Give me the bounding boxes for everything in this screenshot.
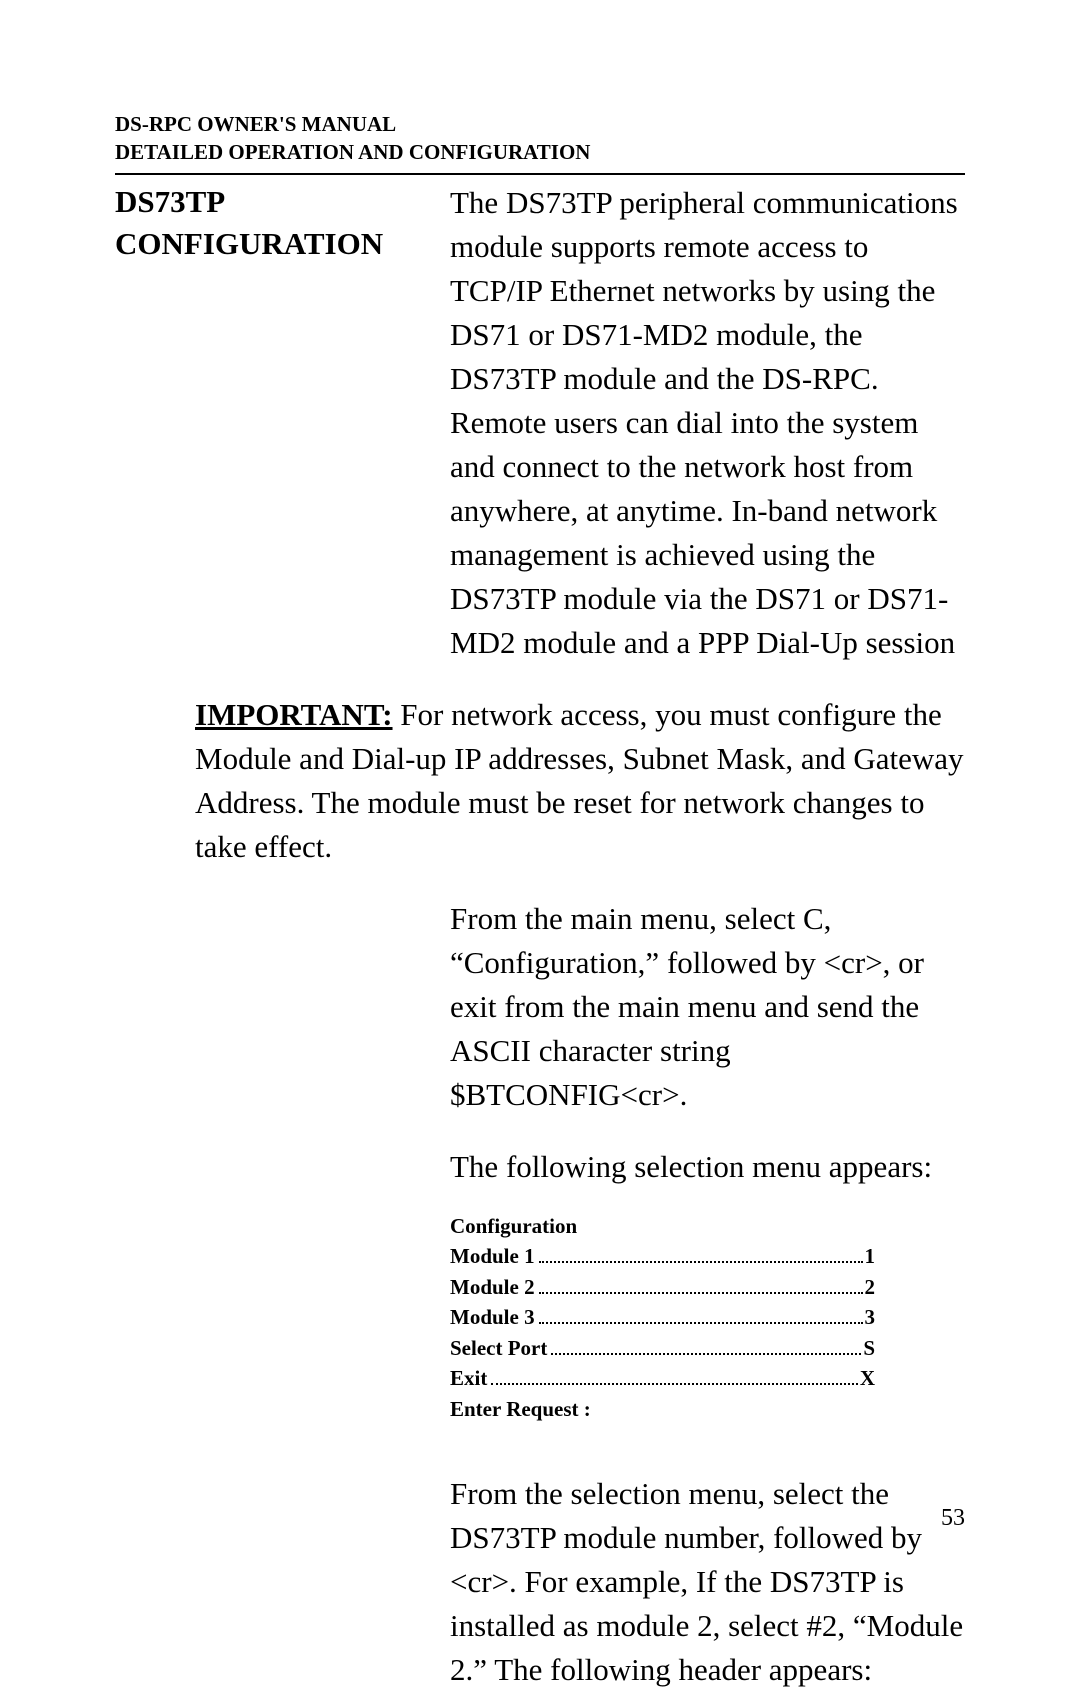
menu-item-label: Module 2 [450,1272,535,1302]
header-line-1: DS-RPC OWNER'S MANUAL [115,110,965,138]
menu-item-value: X [860,1363,875,1393]
header-line-2: DETAILED OPERATION AND CONFIGURATION [115,138,965,166]
section-title: DS73TP CONFIGURATION [115,181,450,265]
menu-item-label: Module 3 [450,1302,535,1332]
menu-row: Module 1 1 [450,1241,875,1271]
menu-item-label: Module 1 [450,1241,535,1271]
menu-row: Select Port S [450,1333,875,1363]
instructions-p2: The following selection menu appears: [450,1145,965,1189]
menu-dots [491,1364,857,1385]
menu-row: Module 3 3 [450,1302,875,1332]
instructions-p1: From the main menu, select C, “Configura… [450,897,965,1117]
title-and-intro: DS73TP CONFIGURATION The DS73TP peripher… [115,181,965,665]
section-title-line-2: CONFIGURATION [115,223,450,265]
menu-dots [551,1334,861,1355]
header-rule [115,173,965,175]
important-note: IMPORTANT: For network access, you must … [195,693,965,869]
configuration-menu: Configuration Module 1 1 Module 2 2 Modu… [450,1211,965,1424]
menu-item-value: 1 [865,1241,876,1271]
after-menu-paragraph: From the selection menu, select the DS73… [450,1472,965,1692]
document-page: DS-RPC OWNER'S MANUAL DETAILED OPERATION… [0,0,1080,1620]
menu-dots [539,1273,863,1294]
menu-item-label: Exit [450,1363,487,1393]
menu-row: Exit X [450,1363,875,1393]
menu-title: Configuration [450,1211,965,1241]
important-label: IMPORTANT: [195,697,393,732]
menu-item-value: 2 [865,1272,876,1302]
page-number: 53 [941,1505,965,1532]
menu-item-value: S [863,1333,875,1363]
menu-dots [539,1243,863,1264]
menu-item-value: 3 [865,1302,876,1332]
page-header: DS-RPC OWNER'S MANUAL DETAILED OPERATION… [115,110,965,167]
menu-item-label: Select Port [450,1333,547,1363]
menu-row: Module 2 2 [450,1272,875,1302]
section-intro: The DS73TP peripheral communications mod… [450,181,965,665]
menu-prompt: Enter Request : [450,1394,965,1424]
menu-dots [539,1303,863,1324]
section-title-line-1: DS73TP [115,181,450,223]
